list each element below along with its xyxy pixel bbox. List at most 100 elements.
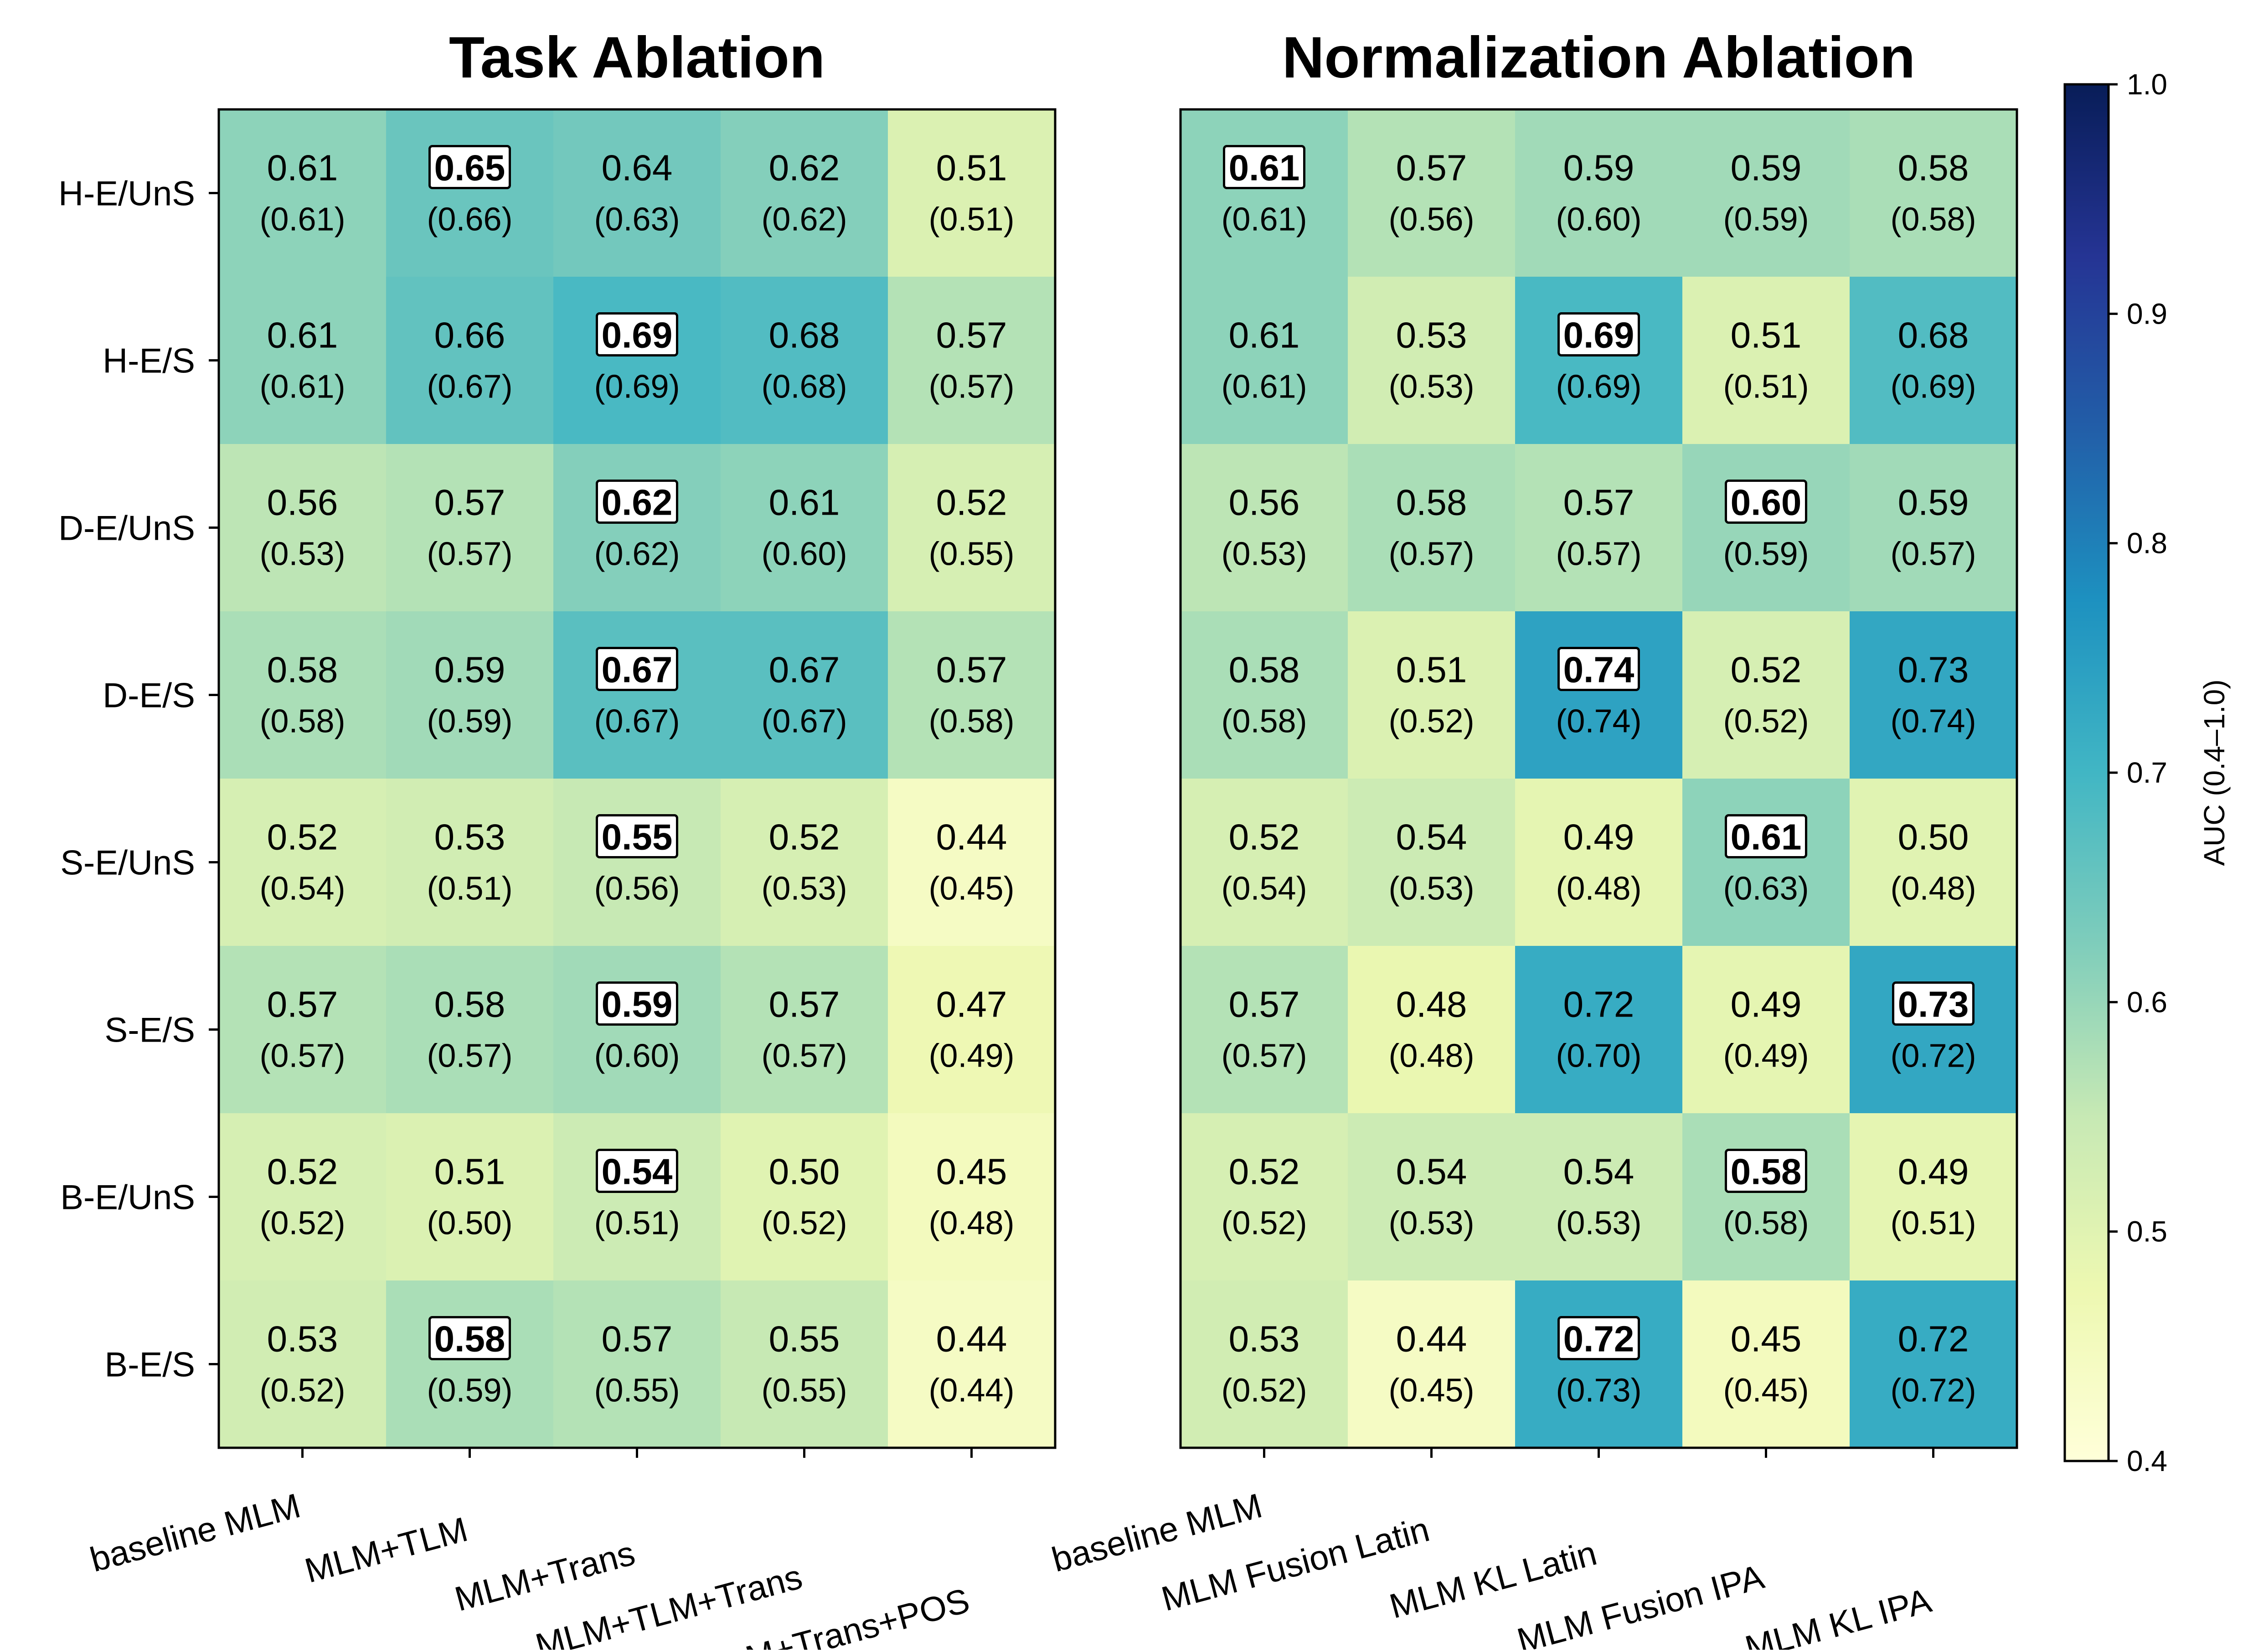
cell-secondary-label: (0.55)	[928, 536, 1014, 573]
heatmap-cell	[1850, 444, 2017, 611]
cell-secondary-label: (0.74)	[1556, 703, 1641, 740]
cell-secondary-label: (0.61)	[259, 369, 345, 405]
heatmap-cell	[1181, 611, 1348, 779]
best-value-box	[1725, 1149, 1807, 1193]
cell-value-label: 0.54	[1396, 817, 1467, 857]
heatmap-cell	[1682, 1113, 1850, 1280]
heatmap-cell	[888, 1113, 1055, 1280]
heatmap-cell	[721, 444, 888, 611]
cell-value-label: 0.72	[1563, 984, 1634, 1025]
colorbar-tick-label: 0.7	[2127, 756, 2167, 789]
cell-secondary-label: (0.57)	[259, 1038, 345, 1074]
heatmap-cell	[1682, 946, 1850, 1113]
heatmap-cell	[1515, 1280, 1682, 1448]
cell-secondary-label: (0.52)	[1388, 703, 1474, 740]
heatmap-cell	[1181, 277, 1348, 444]
cell-value-label: 0.61	[1229, 148, 1300, 188]
cell-value-label: 0.51	[936, 148, 1007, 188]
y-tick-label: B-E/UnS	[60, 1178, 195, 1217]
cell-secondary-label: (0.53)	[1388, 1205, 1474, 1242]
colorbar-tick-label: 0.4	[2127, 1445, 2167, 1477]
heatmap-cell	[1515, 1113, 1682, 1280]
cell-value-label: 0.52	[1229, 817, 1300, 857]
cell-value-label: 0.59	[1898, 482, 1969, 523]
cell-value-label: 0.62	[769, 148, 840, 188]
best-value-box	[596, 312, 678, 356]
colorbar: 0.4 0.5 0.6 0.7 0.8 0.9 1.0 AUC (0.4–1.0)	[2063, 68, 2231, 1477]
cell-secondary-label: (0.72)	[1890, 1373, 1976, 1409]
cell-secondary-label: (0.52)	[1221, 1205, 1307, 1242]
cell-secondary-label: (0.49)	[928, 1038, 1014, 1074]
best-value-box	[1557, 312, 1640, 356]
cell-secondary-label: (0.67)	[761, 703, 847, 740]
cell-value-label: 0.58	[434, 984, 505, 1025]
cell-value-label: 0.64	[602, 148, 673, 188]
best-value-box	[428, 1316, 511, 1360]
colorbar-gradient	[2063, 83, 2110, 1462]
cell-secondary-label: (0.61)	[1221, 201, 1307, 238]
cell-value-label: 0.51	[1396, 650, 1467, 690]
y-tick-label: S-E/S	[105, 1011, 196, 1050]
heatmap-cell	[386, 277, 553, 444]
cell-value-label: 0.57	[936, 315, 1007, 356]
heatmap-cell	[888, 109, 1055, 277]
panel-title: Normalization Ablation	[1282, 25, 1915, 90]
cell-value-label: 0.73	[1898, 984, 1969, 1025]
heatmap-cell	[219, 611, 386, 779]
cell-secondary-label: (0.66)	[427, 201, 512, 238]
cell-value-label: 0.44	[936, 817, 1007, 857]
cell-value-label: 0.50	[769, 1151, 840, 1192]
heatmap-cell	[219, 277, 386, 444]
cell-secondary-label: (0.74)	[1890, 703, 1976, 740]
cell-secondary-label: (0.56)	[594, 871, 680, 907]
cell-secondary-label: (0.57)	[427, 536, 512, 573]
heatmap-cell	[1682, 109, 1850, 277]
cell-value-label: 0.59	[1731, 148, 1802, 188]
heatmap-cell	[386, 444, 553, 611]
cell-value-label: 0.69	[602, 315, 673, 356]
cell-secondary-label: (0.62)	[594, 536, 680, 573]
cell-secondary-label: (0.69)	[1890, 369, 1976, 405]
heatmap-panel-2: Normalization Ablation 0.61 (0.61) 0.57 (0.5…	[1048, 25, 2018, 1652]
cell-secondary-label: (0.58)	[1723, 1205, 1809, 1242]
heatmap-cell	[553, 1113, 721, 1280]
cell-value-label: 0.50	[1898, 817, 1969, 857]
cell-secondary-label: (0.67)	[427, 369, 512, 405]
heatmap-cell	[1515, 946, 1682, 1113]
cell-value-label: 0.52	[267, 817, 338, 857]
cell-secondary-label: (0.59)	[427, 703, 512, 740]
heatmap-cell	[1515, 444, 1682, 611]
cell-value-label: 0.65	[434, 148, 505, 188]
colorbar-tick-label: 0.5	[2127, 1215, 2167, 1248]
heatmap-cell	[721, 109, 888, 277]
heatmap-cell	[553, 946, 721, 1113]
cell-secondary-label: (0.52)	[259, 1373, 345, 1409]
heatmap-cell	[1181, 1280, 1348, 1448]
best-value-box	[596, 814, 678, 858]
heatmap-cell	[219, 1280, 386, 1448]
cell-value-label: 0.61	[1229, 315, 1300, 356]
cell-value-label: 0.59	[434, 650, 505, 690]
cell-secondary-label: (0.57)	[928, 369, 1014, 405]
y-tick-label: H-E/S	[103, 342, 195, 381]
heatmap-cell	[386, 611, 553, 779]
cell-value-label: 0.53	[434, 817, 505, 857]
cell-value-label: 0.58	[267, 650, 338, 690]
cell-value-label: 0.74	[1563, 650, 1634, 690]
cell-value-label: 0.58	[1229, 650, 1300, 690]
cell-value-label: 0.59	[1563, 148, 1634, 188]
y-tick-label: S-E/UnS	[60, 844, 195, 883]
cell-value-label: 0.58	[1396, 482, 1467, 523]
cell-value-label: 0.51	[1731, 315, 1802, 356]
cell-secondary-label: (0.52)	[259, 1205, 345, 1242]
cell-secondary-label: (0.61)	[1221, 369, 1307, 405]
colorbar-tick-label: 1.0	[2127, 68, 2167, 101]
cell-secondary-label: (0.45)	[1723, 1373, 1809, 1409]
heatmap-cell	[386, 946, 553, 1113]
cell-value-label: 0.61	[267, 315, 338, 356]
cell-value-label: 0.67	[602, 650, 673, 690]
cell-value-label: 0.49	[1563, 817, 1634, 857]
colorbar-label: AUC (0.4–1.0)	[2198, 679, 2231, 866]
